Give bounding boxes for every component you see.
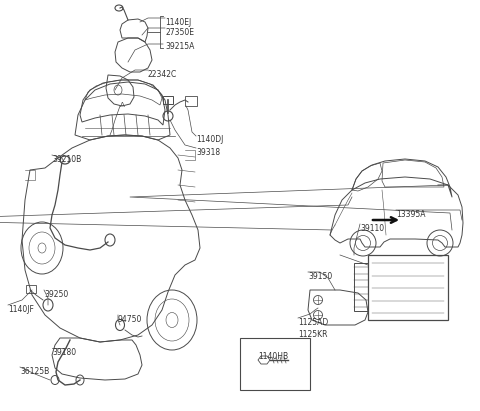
Bar bbox=[240, 338, 310, 390]
Text: 36125B: 36125B bbox=[20, 367, 49, 376]
Text: 1140DJ: 1140DJ bbox=[196, 135, 223, 144]
Text: 39318: 39318 bbox=[196, 148, 220, 157]
Text: 39215A: 39215A bbox=[165, 42, 194, 51]
Bar bbox=[185, 96, 197, 106]
Text: 1125AD: 1125AD bbox=[298, 318, 328, 327]
Text: 1140EJ: 1140EJ bbox=[165, 18, 191, 27]
Bar bbox=[354, 263, 368, 311]
Text: 94750: 94750 bbox=[118, 315, 143, 324]
Bar bbox=[26, 285, 36, 293]
Text: 39150: 39150 bbox=[308, 272, 332, 281]
Text: 1140HB: 1140HB bbox=[258, 352, 288, 361]
Text: A: A bbox=[120, 102, 124, 108]
Text: 39210B: 39210B bbox=[52, 155, 81, 164]
Text: 1125KR: 1125KR bbox=[298, 330, 327, 339]
Text: 13395A: 13395A bbox=[396, 210, 425, 219]
Bar bbox=[368, 255, 448, 320]
Text: 39250: 39250 bbox=[44, 290, 68, 299]
Bar bbox=[163, 96, 173, 104]
Text: 1140JF: 1140JF bbox=[8, 305, 34, 314]
Text: 39110: 39110 bbox=[360, 224, 384, 233]
Text: 22342C: 22342C bbox=[148, 70, 177, 79]
Text: 27350E: 27350E bbox=[165, 28, 194, 37]
Text: 39180: 39180 bbox=[52, 348, 76, 357]
